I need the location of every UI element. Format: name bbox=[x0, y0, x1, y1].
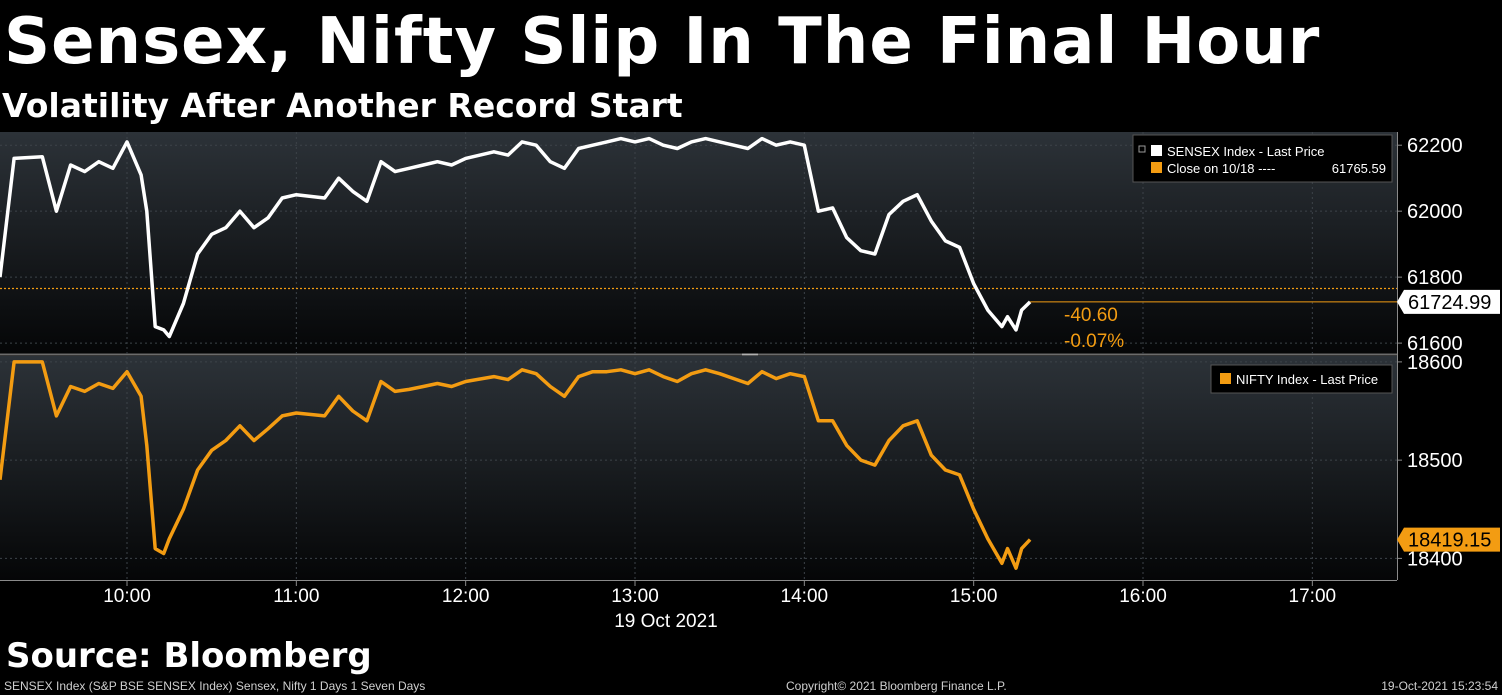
legend-entry-nifty: NIFTY Index - Last Price bbox=[1236, 372, 1378, 387]
chart-title: Sensex, Nifty Slip In The Final Hour bbox=[4, 5, 1321, 79]
footer-copyright: Copyright© 2021 Bloomberg Finance L.P. bbox=[786, 679, 1007, 693]
nifty-last-value-tag: 18419.15 bbox=[1397, 527, 1500, 552]
x-tick-label: 14:00 bbox=[781, 586, 829, 607]
svg-text:18419.15: 18419.15 bbox=[1408, 530, 1491, 552]
legend-collapse-icon[interactable] bbox=[1138, 145, 1146, 153]
nifty-y-tick-label: 18400 bbox=[1407, 548, 1463, 570]
svg-text:61724.99: 61724.99 bbox=[1408, 292, 1491, 314]
legend-entry-prev-close: Close on 10/18 ---- bbox=[1167, 161, 1275, 176]
legend-swatch-prev-close bbox=[1151, 162, 1162, 173]
sensex-y-tick-label: 61600 bbox=[1407, 333, 1463, 355]
nifty-y-tick-label: 18600 bbox=[1407, 352, 1463, 374]
footer-left-text: SENSEX Index (S&P BSE SENSEX Index) Sens… bbox=[4, 679, 426, 693]
source-label: Source: Bloomberg bbox=[6, 636, 372, 676]
dual-line-chart: 61600 61800 62000 62200 18400 18500 18600 10:0… bbox=[0, 132, 1500, 630]
x-tick-label: 11:00 bbox=[273, 586, 319, 607]
legend-value-prev-close: 61765.59 bbox=[1332, 161, 1386, 176]
legend-swatch-sensex bbox=[1151, 145, 1162, 156]
legend-entry-sensex: SENSEX Index - Last Price bbox=[1167, 144, 1325, 159]
sensex-y-tick-label: 61800 bbox=[1407, 267, 1463, 289]
chart-subtitle: Volatility After Another Record Start bbox=[2, 86, 683, 125]
legend-swatch-nifty bbox=[1220, 373, 1231, 384]
x-tick-label: 12:00 bbox=[442, 586, 490, 607]
sensex-change-pct-label: -0.07% bbox=[1064, 331, 1124, 352]
sensex-series-line bbox=[0, 136, 1032, 339]
footer-timestamp: 19-Oct-2021 15:23:54 bbox=[1381, 679, 1498, 693]
x-tick-label: 16:00 bbox=[1119, 586, 1167, 607]
nifty-series-line bbox=[0, 360, 1032, 570]
sensex-change-label: -40.60 bbox=[1064, 305, 1118, 326]
footer: SENSEX Index (S&P BSE SENSEX Index) Sens… bbox=[0, 678, 1502, 695]
sensex-legend: SENSEX Index - Last Price Close on 10/18… bbox=[1132, 134, 1393, 183]
nifty-y-tick-label: 18500 bbox=[1407, 450, 1463, 472]
nifty-legend: NIFTY Index - Last Price bbox=[1210, 364, 1393, 394]
x-tick-label: 10:00 bbox=[103, 586, 151, 607]
nifty-panel-bg bbox=[0, 356, 1397, 580]
sensex-last-value-tag: 61724.99 bbox=[1397, 289, 1500, 314]
x-tick-label: 13:00 bbox=[611, 586, 659, 607]
sensex-y-tick-label: 62000 bbox=[1407, 201, 1463, 223]
x-tick-label: 15:00 bbox=[950, 586, 998, 607]
sensex-y-tick-label: 62200 bbox=[1407, 135, 1463, 157]
x-tick-label: 17:00 bbox=[1289, 586, 1337, 607]
x-axis-date-label: 19 Oct 2021 bbox=[614, 611, 718, 630]
